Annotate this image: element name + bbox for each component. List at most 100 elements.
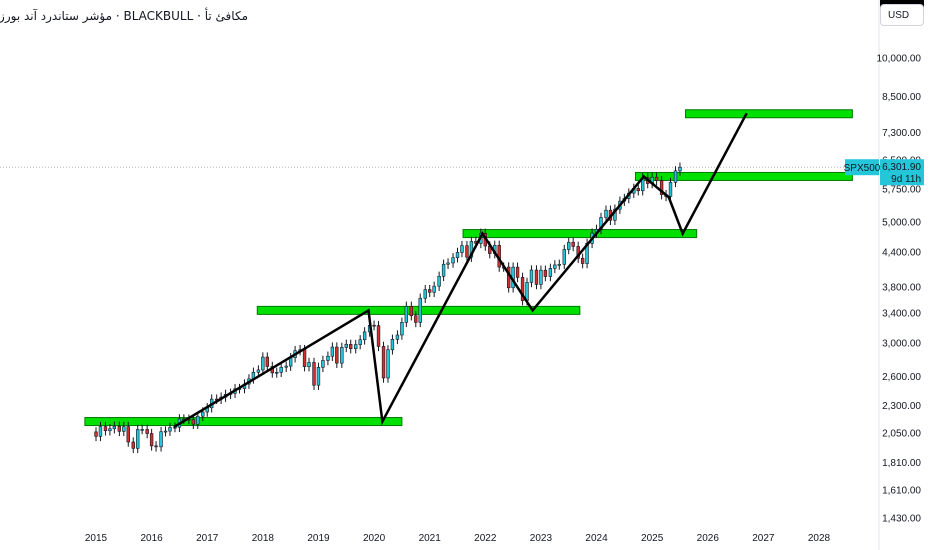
support-zones [84,109,853,427]
candle [163,430,168,433]
trend-path [173,112,748,429]
symbol-label-bg [845,159,879,176]
x-tick-label: 2020 [363,533,386,544]
x-tick-label: 2018 [252,533,275,544]
candle [335,346,339,364]
candle [441,263,446,277]
candle [103,426,108,432]
candle [678,166,682,172]
candle [460,245,464,253]
candle [330,346,335,357]
candle [567,241,571,250]
x-tick-label: 2027 [752,533,775,544]
candle [543,269,548,277]
y-tick-label: 2,050.00 [882,428,921,439]
last-price-label-bg [880,159,924,186]
candle [668,182,673,197]
candle [525,282,529,301]
candle [122,426,126,432]
candle [284,365,288,368]
candle [404,305,409,323]
candle [390,339,395,351]
candle [326,355,330,361]
y-tick-label: 2,600.00 [882,372,921,383]
candle [131,441,135,449]
countdown-label: 9d 11h [891,174,921,185]
candle [275,371,279,374]
x-tick-label: 2028 [808,533,831,544]
candle [191,419,196,425]
candle [154,445,158,448]
candle [386,349,390,379]
trend-line [173,112,748,429]
candle [126,426,130,443]
candle [465,245,469,258]
y-tick-label: 1,810.00 [882,458,921,469]
candle [136,429,140,449]
candle [409,305,414,317]
candle [196,415,200,425]
y-tick-label: 4,400.00 [882,248,921,259]
x-tick-label: 2025 [641,533,664,544]
y-tick-label: 3,800.00 [882,282,921,293]
target-price-label: 8,045.34 [882,0,921,3]
candle [432,285,436,293]
candle [376,325,381,347]
time-axis[interactable]: 2015 2016 2017 2018 2019 2020 2021 2022 2023 2024… [85,533,831,544]
candle [279,366,283,373]
candle [362,331,367,341]
x-tick-label: 2021 [419,533,442,544]
y-tick-label: 1,610.00 [882,485,921,496]
currency-label: USD [888,9,910,21]
candle [636,188,640,192]
candle [140,429,144,431]
candle [604,209,608,218]
x-tick-label: 2017 [196,533,219,544]
support-zone-3 [462,229,698,239]
x-tick-label: 2016 [140,533,163,544]
candle [423,289,427,299]
candle [117,426,122,432]
y-tick-label: 8,500.00 [882,92,921,103]
candle [515,266,520,278]
y-tick-label: 7,300.00 [882,128,921,139]
candle [265,356,269,367]
currency-selector[interactable]: USD [880,4,924,26]
candle [455,252,460,259]
candle [548,268,553,277]
symbol-label: SPX500 [844,163,881,174]
y-tick-label: 3,400.00 [882,309,921,320]
candle [446,262,450,265]
candle [520,277,525,301]
candle [673,170,678,183]
y-tick-label: 10,000.00 [877,54,922,65]
candle [149,433,154,447]
candle [654,176,659,181]
candle [307,362,311,367]
candle [112,426,117,429]
support-zone-5 [685,109,853,119]
y-tick-label: 5,000.00 [882,217,921,228]
last-price-label: 6,301.90 [882,162,921,173]
candle [534,269,539,285]
price-axis[interactable]: 10,000.008,500.007,300.006,500.005,750.0… [877,54,922,525]
x-tick-label: 2015 [85,533,108,544]
candle [98,426,103,437]
candle [659,180,664,195]
candle [381,346,386,379]
candle [562,249,566,265]
candle [358,339,362,345]
candle [340,347,344,364]
candle [256,369,261,373]
candle [428,289,432,293]
y-tick-label: 5,750.00 [882,184,921,195]
candle [312,362,316,386]
candle [159,431,163,448]
support-zone-4 [634,171,853,181]
candle [349,344,353,349]
candle [354,344,358,349]
candle [437,276,441,287]
candle [451,257,455,264]
